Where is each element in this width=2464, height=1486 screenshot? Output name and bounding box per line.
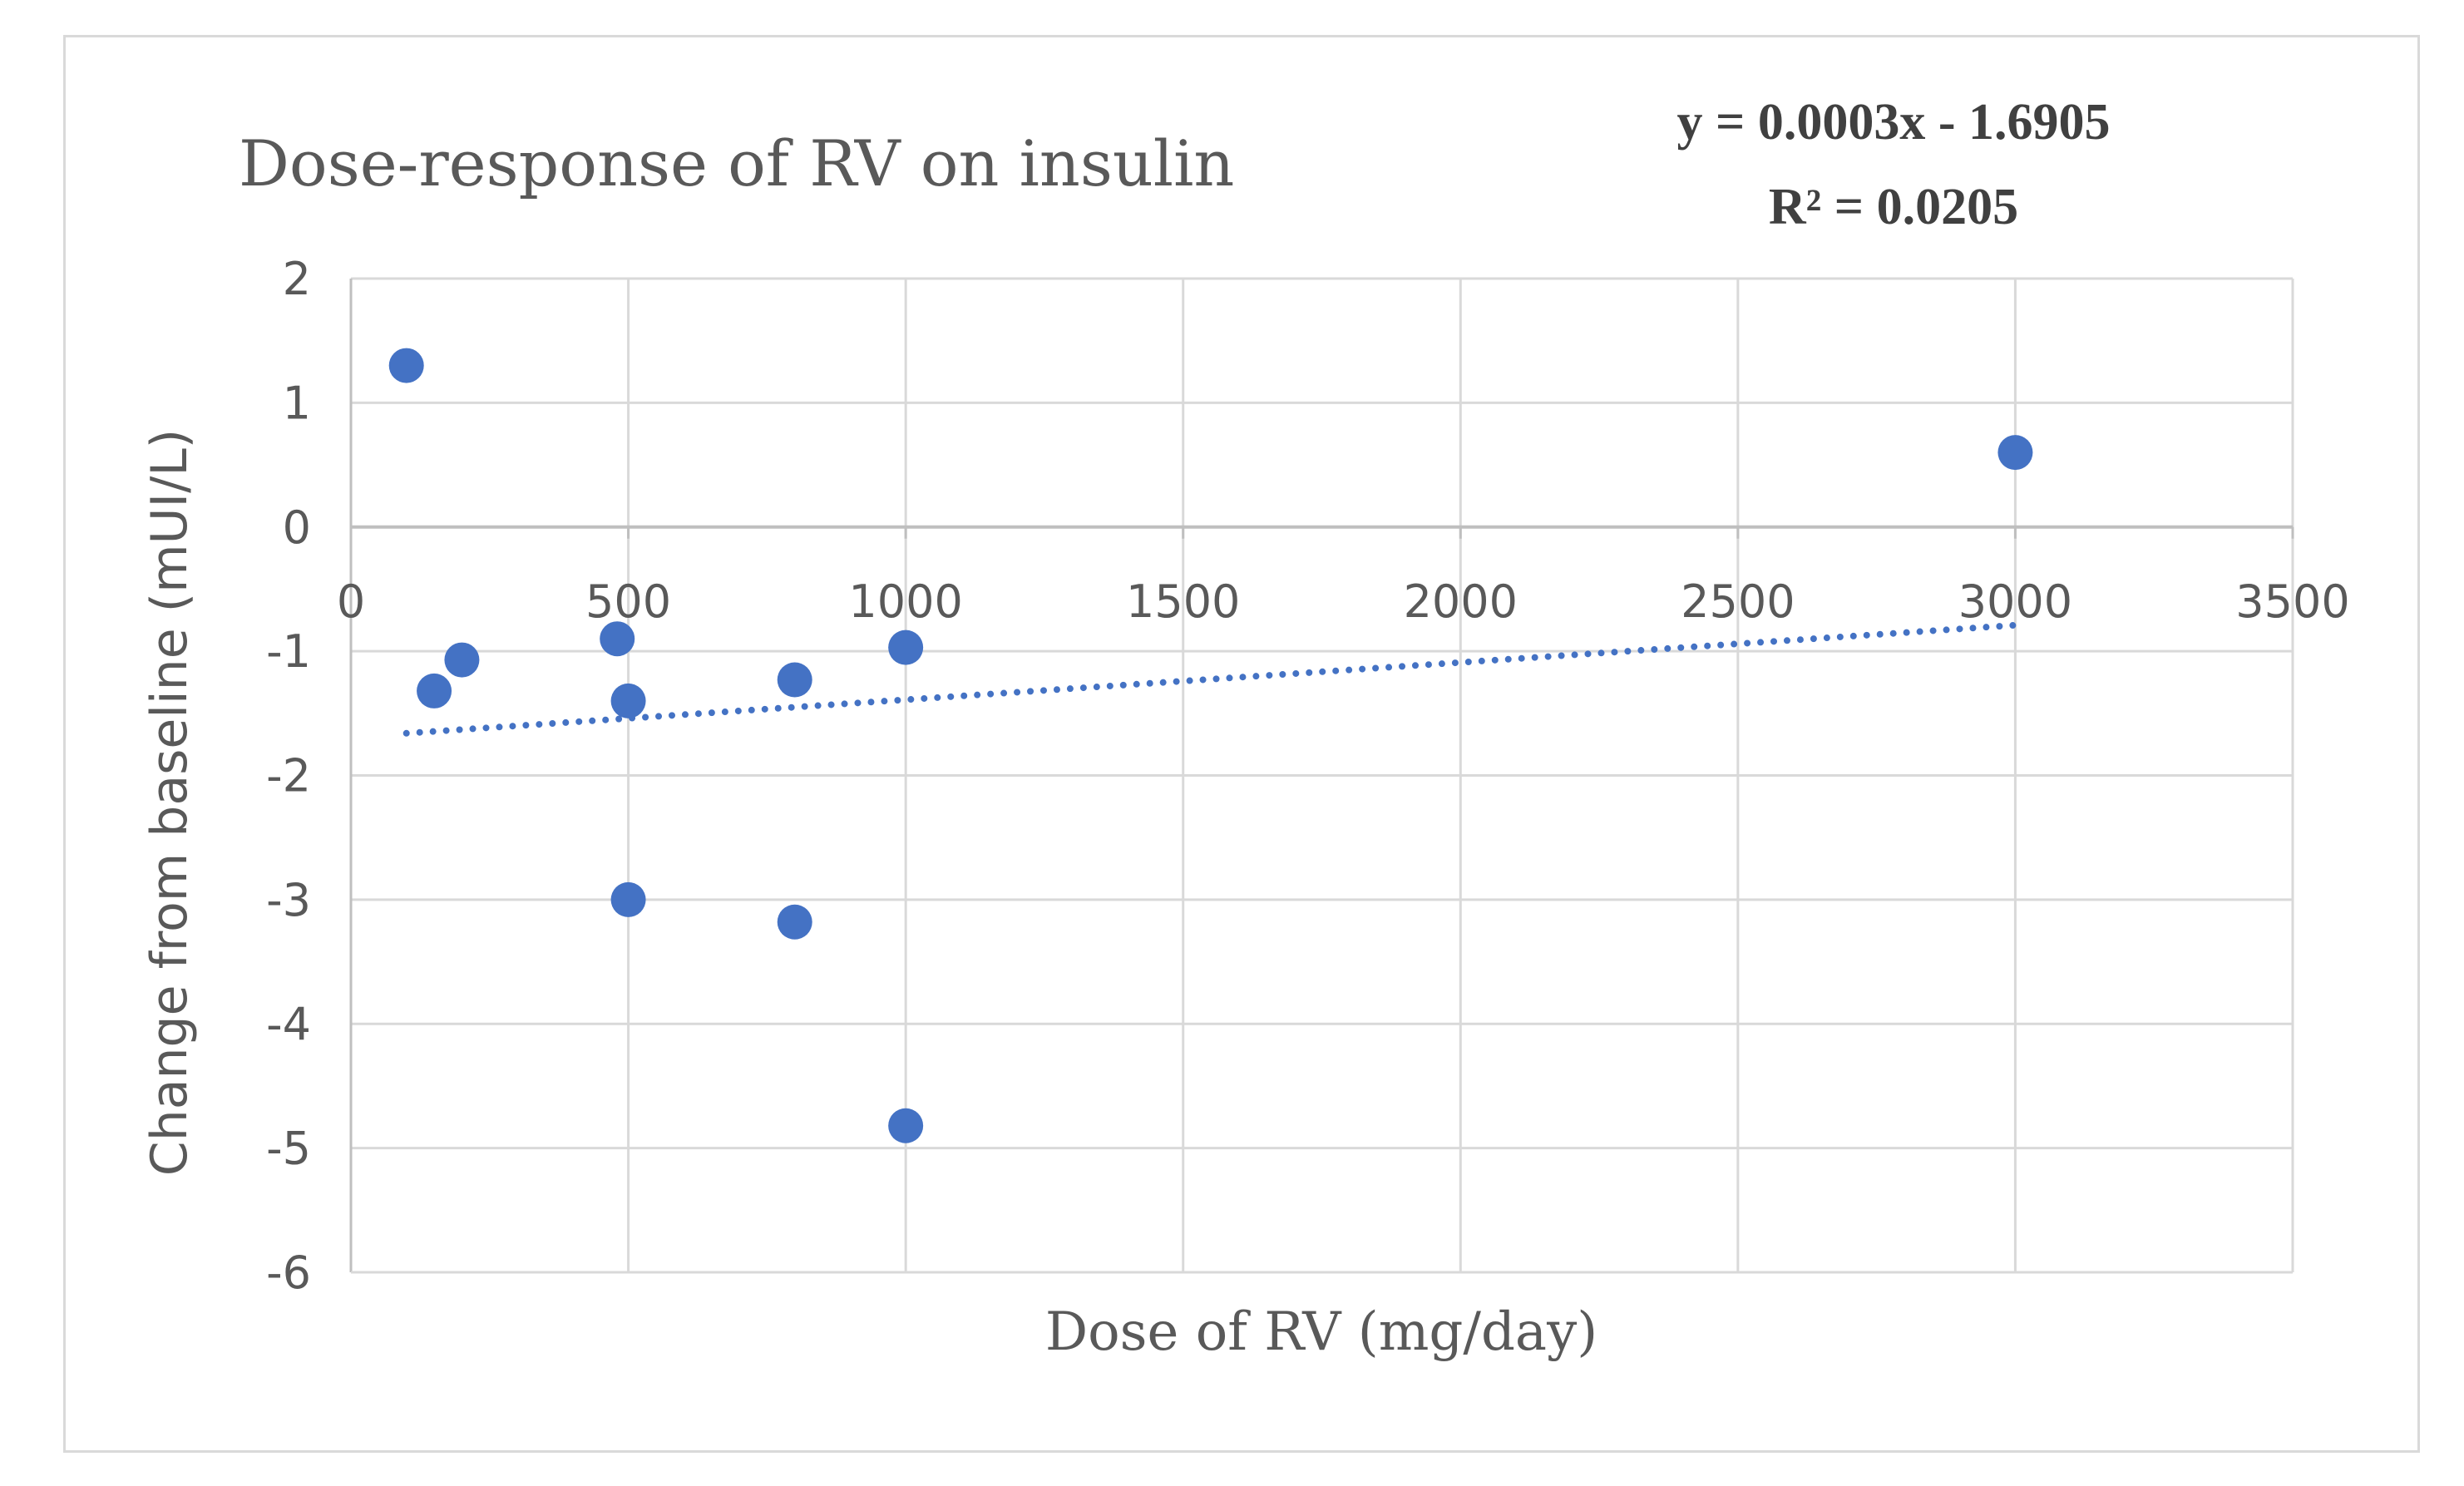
- x-tick-label: 1500: [1126, 575, 1240, 628]
- y-tick-label: -6: [266, 1247, 311, 1299]
- y-tick-label: -4: [266, 998, 311, 1050]
- data-point: [444, 642, 480, 678]
- y-axis-label: Change from baseline (mUI/L): [141, 429, 199, 1176]
- x-tick-label: 2000: [1404, 575, 1518, 628]
- x-tick-label: 2500: [1681, 575, 1795, 628]
- y-tick-label: 2: [283, 253, 311, 305]
- data-point: [600, 621, 635, 657]
- axes: [349, 279, 2294, 1274]
- data-point: [417, 673, 452, 708]
- data-point: [888, 629, 924, 665]
- scatter-chart: 2 1 0 -1 -2 -3 -4 -5 -6 0 500 1000 1500 2000 2500 3000 3…: [141, 94, 2350, 1363]
- y-tick-label: -5: [266, 1123, 311, 1175]
- x-tick-label: 1000: [848, 575, 962, 628]
- y-tick-label: 0: [283, 501, 311, 554]
- y-tick-label: 1: [283, 377, 311, 429]
- x-tick-label: 3500: [2235, 575, 2349, 628]
- data-points: [388, 348, 2033, 1143]
- data-point: [610, 683, 646, 718]
- trendline: [402, 621, 2019, 737]
- data-point: [777, 904, 812, 940]
- trendline-equation: y = 0.0003x - 1.6905: [1677, 94, 2111, 151]
- data-point: [388, 348, 424, 383]
- y-tick-label: -2: [266, 750, 311, 802]
- data-point: [610, 881, 646, 917]
- data-point: [888, 1108, 924, 1143]
- trendline-group: [402, 621, 2019, 737]
- chart-frame: 2 1 0 -1 -2 -3 -4 -5 -6 0 500 1000 1500 2000 2500 3000 3…: [63, 35, 2420, 1453]
- data-point: [1997, 435, 2033, 471]
- y-tick-label: -3: [266, 874, 311, 926]
- tick-labels: 2 1 0 -1 -2 -3 -4 -5 -6 0 500 1000 1500 2000 2500 3000 3…: [266, 253, 2350, 1299]
- x-tick-label: 0: [337, 575, 365, 628]
- x-axis-label: Dose of RV (mg/day): [1045, 1301, 1597, 1363]
- gridlines: [351, 277, 2294, 1274]
- data-point: [777, 662, 812, 698]
- chart-title: Dose-response of RV on insulin: [239, 126, 1234, 200]
- x-tick-label: 500: [585, 575, 671, 628]
- trendline-r-squared: R² = 0.0205: [1769, 179, 2018, 235]
- y-tick-label: -1: [266, 625, 311, 678]
- x-tick-label: 3000: [1958, 575, 2072, 628]
